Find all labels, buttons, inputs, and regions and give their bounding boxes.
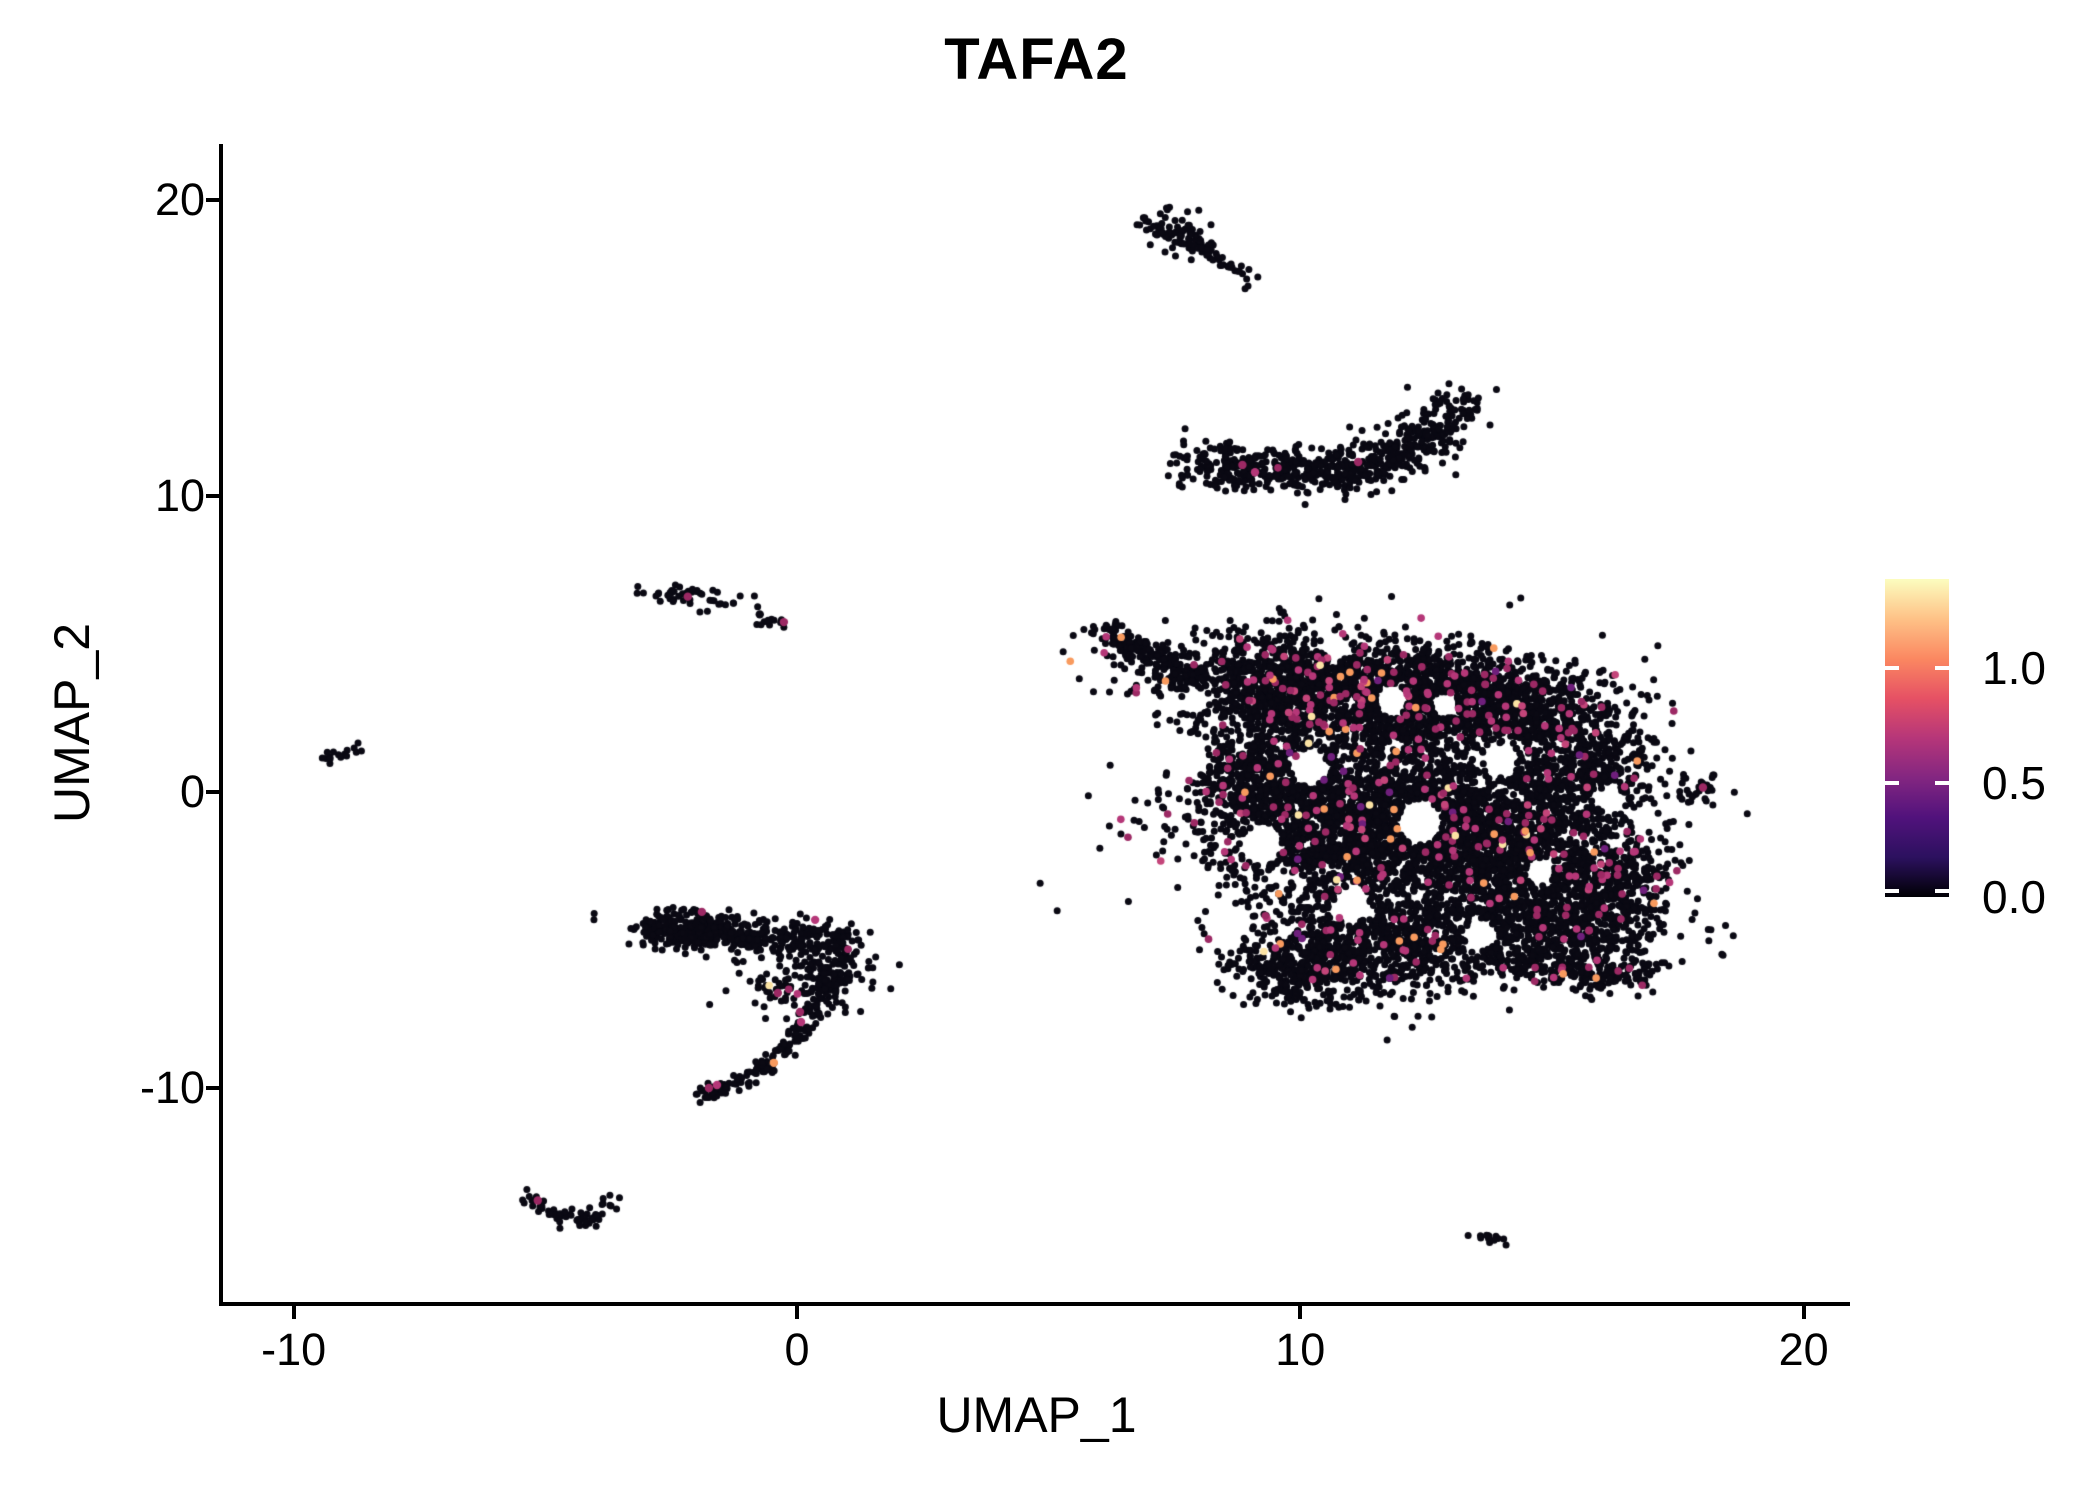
x-axis-label: UMAP_1 — [936, 1387, 1137, 1443]
colorbar-tick-mark — [1935, 780, 1949, 785]
colorbar-tick-mark — [1935, 889, 1949, 893]
x-tick-label: 0 — [784, 1324, 810, 1375]
colorbar-legend — [1885, 579, 1949, 897]
y-tick-label: 0 — [179, 766, 205, 817]
plot-title: TAFA2 — [944, 27, 1129, 92]
y-tick-mark — [206, 790, 219, 794]
x-tick-mark — [291, 1306, 296, 1319]
colorbar-tick-label: 0.0 — [1982, 871, 2046, 923]
colorbar-tick-mark — [1885, 780, 1899, 785]
x-tick-label: 10 — [1275, 1324, 1326, 1375]
x-axis-line — [219, 1302, 1850, 1306]
y-tick-mark — [206, 198, 219, 202]
y-tick-mark — [206, 1086, 219, 1090]
colorbar-tick-label: 0.5 — [1982, 756, 2046, 809]
x-tick-mark — [795, 1306, 799, 1319]
colorbar-tick-mark — [1935, 666, 1949, 671]
x-tick-label: -10 — [261, 1324, 327, 1375]
colorbar-tick-mark — [1885, 666, 1899, 671]
y-axis-line — [219, 144, 223, 1306]
x-tick-label: 20 — [1778, 1324, 1829, 1375]
y-tick-mark — [206, 494, 219, 498]
x-tick-mark — [1298, 1306, 1303, 1319]
colorbar-tick-label: 1.0 — [1982, 642, 2046, 695]
y-tick-label: -10 — [139, 1062, 205, 1113]
y-tick-label: 10 — [154, 470, 205, 521]
y-tick-label: 20 — [154, 174, 205, 225]
x-tick-mark — [1801, 1306, 1806, 1319]
colorbar-tick-mark — [1885, 889, 1899, 893]
